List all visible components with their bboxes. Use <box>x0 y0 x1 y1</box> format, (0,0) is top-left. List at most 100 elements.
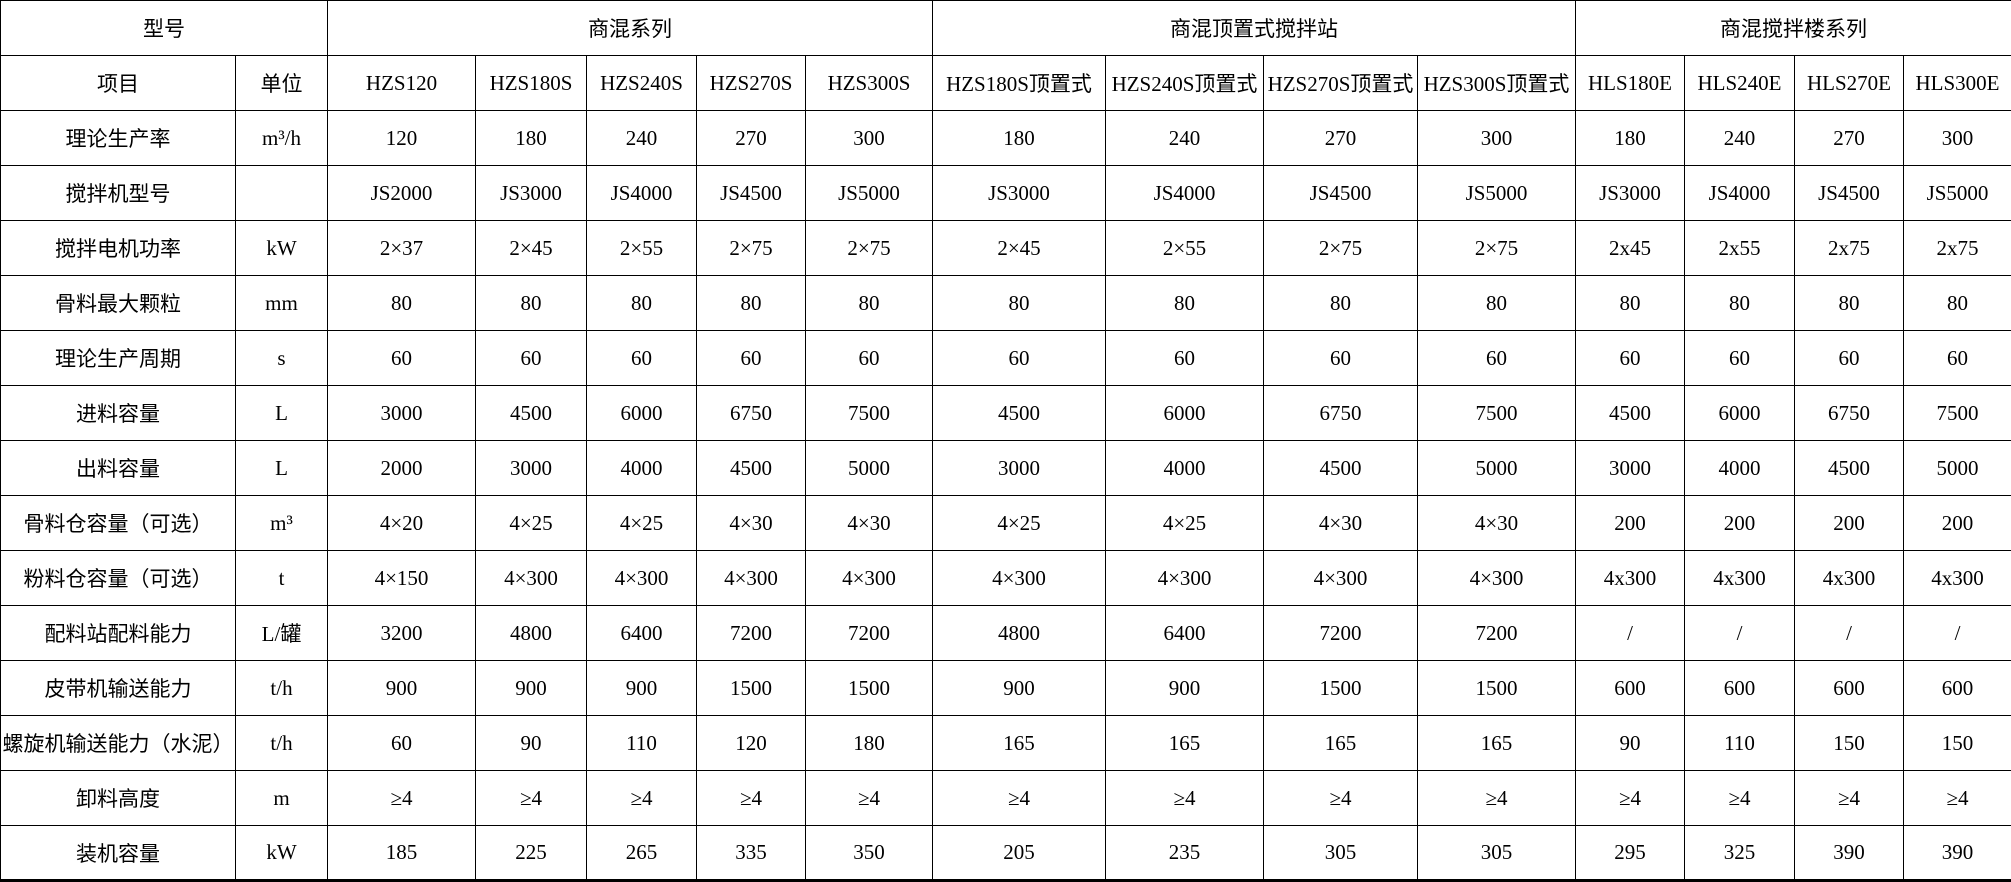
table-cell: / <box>1795 606 1904 661</box>
column-header: HLS240E <box>1685 56 1795 111</box>
table-cell: 350 <box>806 826 933 881</box>
row-unit <box>236 166 328 221</box>
table-cell: 1500 <box>1264 661 1418 716</box>
table-cell: 225 <box>476 826 587 881</box>
row-label: 卸料高度 <box>1 771 236 826</box>
group-header-row: 型号 商混系列 商混顶置式搅拌站 商混搅拌楼系列 <box>1 1 2011 56</box>
table-cell: 60 <box>1576 331 1685 386</box>
table-cell: JS5000 <box>1418 166 1576 221</box>
table-cell: 4000 <box>587 441 697 496</box>
table-cell: 60 <box>1106 331 1264 386</box>
table-cell: 295 <box>1576 826 1685 881</box>
table-cell: 600 <box>1685 661 1795 716</box>
table-cell: 600 <box>1795 661 1904 716</box>
table-cell: 4x300 <box>1685 551 1795 606</box>
table-cell: 1500 <box>806 661 933 716</box>
table-cell: 325 <box>1685 826 1795 881</box>
table-cell: 80 <box>806 276 933 331</box>
table-cell: ≥4 <box>328 771 476 826</box>
table-cell: 80 <box>1418 276 1576 331</box>
table-cell: 300 <box>1418 111 1576 166</box>
table-cell: 4800 <box>933 606 1106 661</box>
table-cell: 180 <box>806 716 933 771</box>
row-unit: s <box>236 331 328 386</box>
table-cell: 6750 <box>1795 386 1904 441</box>
row-unit: t/h <box>236 716 328 771</box>
table-cell: JS4000 <box>1106 166 1264 221</box>
table-cell: 235 <box>1106 826 1264 881</box>
table-cell: 1500 <box>697 661 806 716</box>
table-cell: 4×30 <box>697 496 806 551</box>
row-unit: m³/h <box>236 111 328 166</box>
table-cell: 5000 <box>806 441 933 496</box>
table-cell: JS2000 <box>328 166 476 221</box>
table-cell: 6400 <box>587 606 697 661</box>
table-cell: 80 <box>1685 276 1795 331</box>
table-cell: 3000 <box>328 386 476 441</box>
table-cell: 4500 <box>1264 441 1418 496</box>
table-cell: 270 <box>697 111 806 166</box>
table-cell: 110 <box>1685 716 1795 771</box>
table-cell: 4×300 <box>1106 551 1264 606</box>
row-label: 进料容量 <box>1 386 236 441</box>
table-cell: 7200 <box>1418 606 1576 661</box>
table-cell: 240 <box>587 111 697 166</box>
table-cell: 80 <box>1106 276 1264 331</box>
table-cell: 1500 <box>1418 661 1576 716</box>
table-cell: 4×300 <box>697 551 806 606</box>
table-cell: 150 <box>1795 716 1904 771</box>
column-header: HZS270S <box>697 56 806 111</box>
row-label: 理论生产周期 <box>1 331 236 386</box>
table-cell: / <box>1685 606 1795 661</box>
table-cell: 185 <box>328 826 476 881</box>
row-label: 理论生产率 <box>1 111 236 166</box>
row-label: 搅拌机型号 <box>1 166 236 221</box>
table-cell: 60 <box>1264 331 1418 386</box>
table-cell: 4x300 <box>1904 551 2011 606</box>
row-unit: m <box>236 771 328 826</box>
table-cell: JS4000 <box>587 166 697 221</box>
table-cell: 4x300 <box>1795 551 1904 606</box>
table-cell: 60 <box>697 331 806 386</box>
table-cell: JS3000 <box>933 166 1106 221</box>
table-cell: 7200 <box>697 606 806 661</box>
table-cell: JS3000 <box>476 166 587 221</box>
row-unit: L <box>236 386 328 441</box>
table-cell: 300 <box>806 111 933 166</box>
table-cell: 180 <box>476 111 587 166</box>
table-cell: 205 <box>933 826 1106 881</box>
table-cell: 2×75 <box>1264 221 1418 276</box>
table-cell: ≥4 <box>1418 771 1576 826</box>
row-label: 骨料最大颗粒 <box>1 276 236 331</box>
table-cell: 120 <box>328 111 476 166</box>
table-cell: 4×30 <box>1418 496 1576 551</box>
table-cell: 4500 <box>476 386 587 441</box>
table-cell: 200 <box>1795 496 1904 551</box>
table-cell: 305 <box>1264 826 1418 881</box>
column-header: HZS270S顶置式 <box>1264 56 1418 111</box>
table-cell: 900 <box>587 661 697 716</box>
table-cell: 5000 <box>1904 441 2011 496</box>
table-cell: JS4500 <box>1795 166 1904 221</box>
column-header: HZS180S <box>476 56 587 111</box>
table-cell: 4×25 <box>476 496 587 551</box>
table-cell: 4×30 <box>1264 496 1418 551</box>
column-header: HLS270E <box>1795 56 1904 111</box>
table-cell: ≥4 <box>1106 771 1264 826</box>
row-unit: L/罐 <box>236 606 328 661</box>
column-header: HZS180S顶置式 <box>933 56 1106 111</box>
table-cell: 60 <box>328 716 476 771</box>
table-cell: ≥4 <box>933 771 1106 826</box>
table-cell: 4×25 <box>1106 496 1264 551</box>
